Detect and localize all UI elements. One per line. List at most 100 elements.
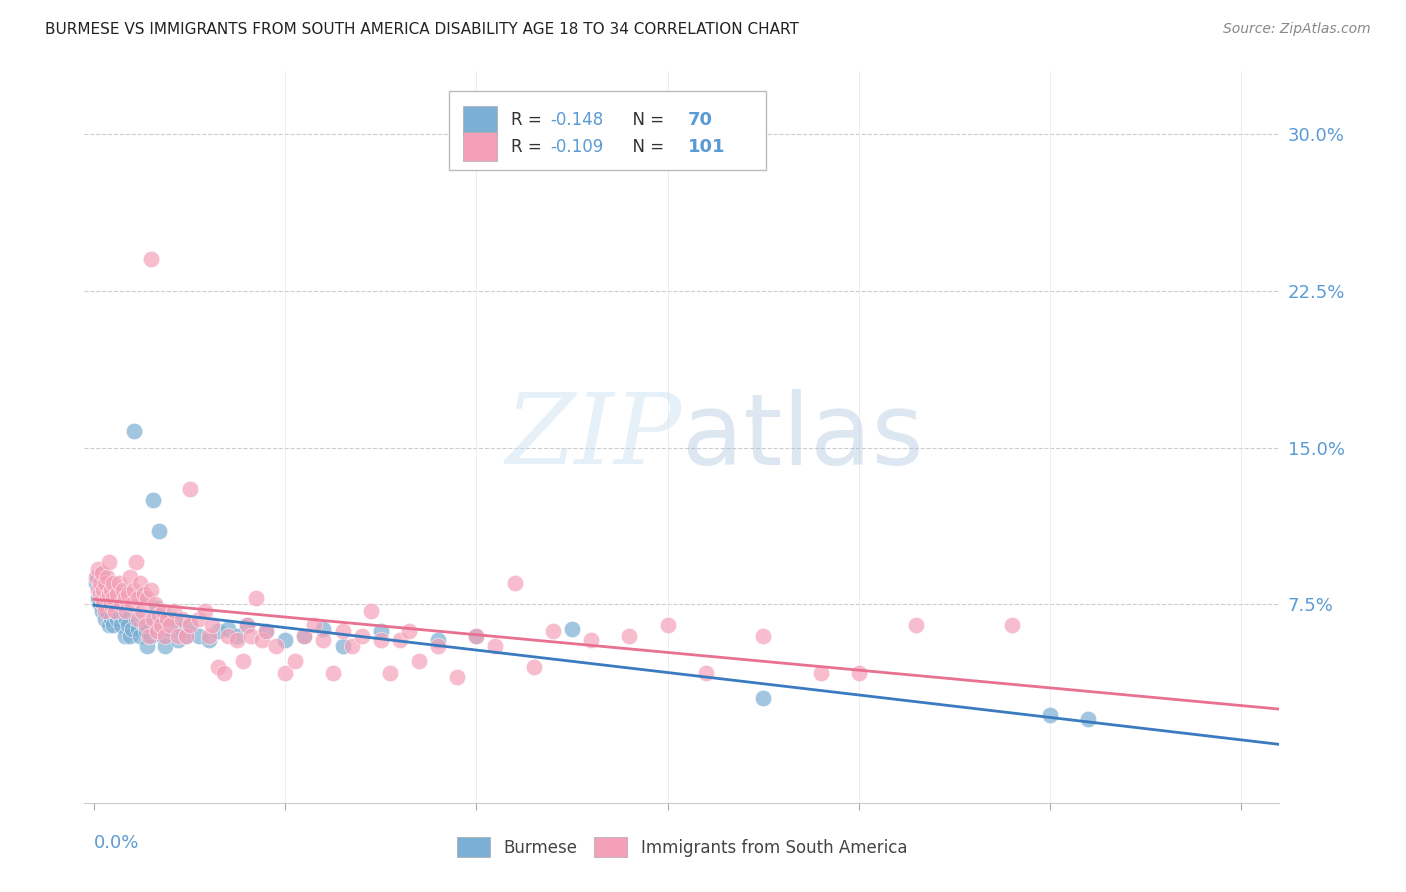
Point [107, 607, 129, 622]
Point [93, 597, 115, 611]
Point [619, 629, 641, 643]
Point [87, 570, 110, 584]
Point [105, 612, 128, 626]
Point [332, 624, 354, 639]
Point [752, 629, 775, 643]
Point [207, 660, 229, 674]
Point [174, 629, 197, 643]
Text: Source: ZipAtlas.com: Source: ZipAtlas.com [1223, 22, 1371, 37]
Point [115, 603, 138, 617]
Point [170, 623, 193, 637]
Point [188, 612, 211, 626]
Point [146, 601, 169, 615]
Point [302, 618, 325, 632]
Point [163, 603, 186, 617]
Point [89, 582, 111, 597]
Point [322, 666, 344, 681]
Point [142, 612, 165, 626]
Point [163, 612, 186, 626]
Point [484, 639, 506, 653]
Point [398, 624, 420, 639]
Point [179, 618, 201, 632]
Point [1039, 708, 1062, 723]
Point [132, 618, 155, 632]
Point [98, 556, 121, 570]
Point [128, 576, 150, 591]
Point [1077, 712, 1099, 726]
Point [90, 566, 112, 580]
Text: 0.0%: 0.0% [94, 833, 139, 852]
Point [226, 629, 249, 643]
Point [408, 654, 430, 668]
Point [905, 618, 928, 632]
Point [115, 612, 138, 626]
Point [370, 632, 392, 647]
Point [96, 591, 118, 605]
Point [93, 591, 115, 605]
Point [292, 629, 315, 643]
Point [388, 632, 411, 647]
Bar [463, 132, 496, 161]
Point [239, 629, 262, 643]
Point [148, 524, 170, 538]
Point [135, 624, 157, 639]
Point [136, 639, 159, 653]
Point [120, 570, 142, 584]
Point [90, 603, 112, 617]
Point [188, 629, 211, 643]
Point [848, 666, 870, 681]
Point [114, 591, 136, 605]
Point [138, 629, 160, 643]
Point [254, 624, 277, 639]
Point [212, 666, 235, 681]
Point [101, 597, 124, 611]
Text: 70: 70 [688, 112, 713, 129]
Point [179, 483, 201, 497]
Point [155, 612, 177, 626]
Point [465, 629, 488, 643]
Point [101, 591, 124, 605]
Point [114, 629, 136, 643]
Point [117, 618, 139, 632]
Point [149, 618, 172, 632]
Point [274, 666, 297, 681]
Point [87, 562, 110, 576]
Point [250, 632, 273, 647]
Point [98, 618, 121, 632]
Point [695, 666, 717, 681]
Point [360, 603, 382, 617]
Point [146, 624, 169, 639]
Point [312, 623, 335, 637]
Legend: Burmese, Immigrants from South America: Burmese, Immigrants from South America [450, 830, 914, 864]
Point [93, 576, 115, 591]
Point [245, 591, 267, 605]
Point [107, 576, 129, 591]
Point [131, 591, 153, 605]
Point [122, 582, 145, 597]
Point [89, 576, 111, 591]
Point [541, 624, 564, 639]
Point [332, 639, 354, 653]
Text: ZIP: ZIP [506, 390, 682, 484]
Point [111, 582, 134, 597]
Point [105, 587, 128, 601]
Point [125, 556, 148, 570]
Point [427, 639, 450, 653]
Point [1001, 618, 1024, 632]
Point [117, 587, 139, 601]
Point [135, 618, 157, 632]
Point [84, 570, 107, 584]
Text: R =: R = [510, 137, 547, 156]
Point [752, 691, 775, 706]
Point [100, 591, 122, 605]
Point [380, 666, 402, 681]
Point [284, 654, 307, 668]
Point [100, 597, 122, 611]
Point [148, 607, 170, 622]
Point [128, 629, 150, 643]
Point [657, 618, 679, 632]
Text: BURMESE VS IMMIGRANTS FROM SOUTH AMERICA DISABILITY AGE 18 TO 34 CORRELATION CHA: BURMESE VS IMMIGRANTS FROM SOUTH AMERICA… [45, 22, 799, 37]
Point [143, 612, 166, 626]
FancyBboxPatch shape [449, 91, 766, 170]
Text: -0.148: -0.148 [551, 112, 603, 129]
